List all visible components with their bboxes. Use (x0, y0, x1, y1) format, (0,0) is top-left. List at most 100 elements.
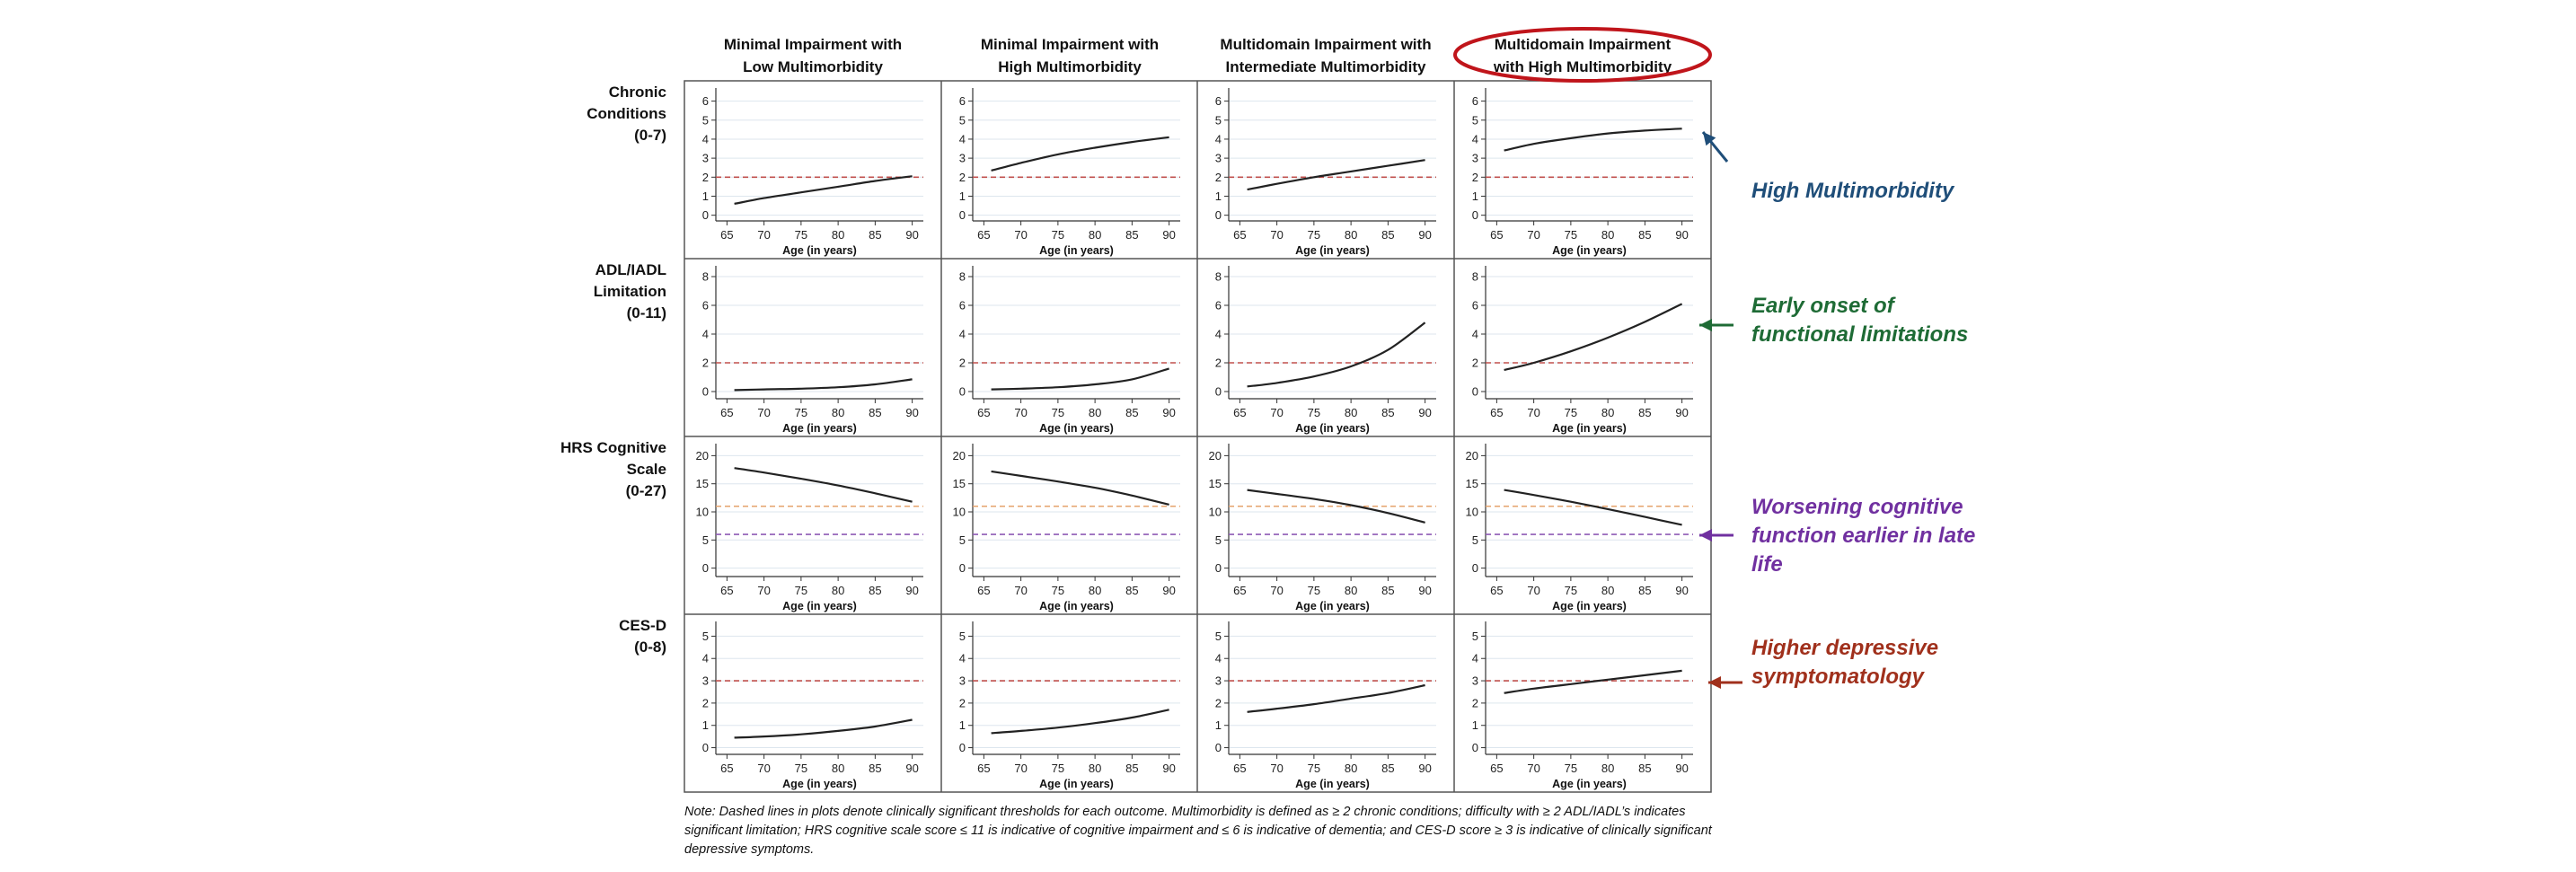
x-tick-label: 70 (1270, 228, 1283, 242)
y-tick-label: 5 (1215, 533, 1222, 547)
x-tick-label: 90 (1418, 228, 1431, 242)
x-tick-label: 65 (977, 584, 990, 597)
highlight-ellipse (1453, 27, 1712, 83)
x-tick-label: 85 (1381, 406, 1394, 419)
x-tick-label: 85 (869, 762, 881, 775)
x-tick-label: 75 (795, 228, 807, 242)
x-tick-label: 70 (1527, 228, 1539, 242)
x-tick-label: 80 (832, 762, 844, 775)
x-tick-label: 70 (1527, 762, 1539, 775)
y-tick-label: 8 (1215, 270, 1222, 284)
series-line (1247, 159, 1425, 191)
x-tick-label: 75 (1308, 406, 1320, 419)
y-tick-label: 6 (1215, 299, 1222, 313)
y-tick-label: 1 (1215, 189, 1222, 203)
x-tick-label: 70 (1527, 584, 1539, 597)
x-tick-label: 75 (795, 584, 807, 597)
y-tick-label: 0 (1472, 561, 1478, 575)
series-line (1247, 321, 1426, 388)
series-line (734, 467, 913, 503)
x-tick-label: 75 (1052, 228, 1064, 242)
x-tick-label: 80 (1089, 406, 1101, 419)
x-tick-label: 80 (1601, 228, 1614, 242)
annotation-arrowhead (1708, 676, 1721, 689)
y-tick-label: 1 (959, 189, 966, 203)
annotation-text: functional limitations (1751, 322, 1968, 347)
y-tick-label: 0 (1215, 741, 1222, 754)
x-tick-label: 90 (1162, 406, 1175, 419)
y-tick-label: 0 (702, 208, 709, 222)
y-tick-label: 0 (959, 208, 966, 222)
series-line (991, 470, 1169, 506)
y-tick-label: 15 (1209, 477, 1222, 490)
annotation-text: High Multimorbidity (1751, 179, 1955, 203)
x-tick-label: 65 (1490, 584, 1503, 597)
annotation-text: life (1751, 552, 1783, 577)
row-label: (0-27) (626, 482, 666, 499)
y-tick-label: 1 (1472, 718, 1478, 732)
x-tick-label: 85 (1125, 406, 1138, 419)
x-tick-label: 90 (1418, 406, 1431, 419)
y-tick-label: 6 (959, 94, 966, 108)
row-label: Conditions (587, 105, 666, 122)
y-tick-label: 15 (953, 477, 966, 490)
x-axis-label: Age (in years) (1552, 244, 1627, 257)
x-tick-label: 65 (977, 762, 990, 775)
x-tick-label: 90 (1418, 584, 1431, 597)
x-tick-label: 75 (1308, 762, 1320, 775)
x-tick-label: 65 (720, 584, 733, 597)
y-tick-label: 2 (1472, 357, 1478, 370)
y-tick-label: 4 (1472, 132, 1478, 145)
x-tick-label: 85 (1638, 406, 1651, 419)
series-line (734, 175, 913, 205)
y-tick-label: 6 (1215, 94, 1222, 108)
y-tick-label: 5 (702, 533, 709, 547)
y-tick-label: 20 (696, 449, 709, 462)
x-tick-label: 90 (905, 406, 918, 419)
y-tick-label: 0 (1215, 561, 1222, 575)
series-line (1504, 489, 1682, 526)
y-tick-label: 15 (696, 477, 709, 490)
y-tick-label: 5 (1215, 630, 1222, 643)
y-tick-label: 3 (702, 152, 709, 165)
x-tick-label: 85 (1638, 762, 1651, 775)
x-tick-label: 70 (1014, 584, 1027, 597)
annotation-arrowhead (1699, 319, 1712, 331)
x-axis-label: Age (in years) (1552, 422, 1627, 435)
x-axis-label: Age (in years) (1295, 600, 1370, 612)
x-tick-label: 70 (1527, 406, 1539, 419)
y-tick-label: 6 (1472, 94, 1478, 108)
y-tick-label: 1 (1472, 189, 1478, 203)
x-tick-label: 70 (1014, 762, 1027, 775)
y-tick-label: 5 (1215, 113, 1222, 127)
x-tick-label: 65 (1233, 584, 1246, 597)
y-tick-label: 4 (959, 328, 966, 341)
y-tick-label: 0 (959, 385, 966, 399)
series-line (1504, 669, 1682, 694)
y-tick-label: 4 (1472, 328, 1478, 341)
x-tick-label: 70 (757, 584, 770, 597)
x-tick-label: 80 (1601, 762, 1614, 775)
y-tick-label: 6 (1472, 299, 1478, 313)
y-tick-label: 3 (1215, 674, 1222, 688)
x-tick-label: 85 (1638, 584, 1651, 597)
x-tick-label: 75 (1052, 584, 1064, 597)
x-axis-label: Age (in years) (1039, 244, 1114, 257)
x-axis-label: Age (in years) (782, 422, 857, 435)
annotation-text: symptomatology (1751, 665, 1926, 689)
x-tick-label: 85 (1381, 762, 1394, 775)
x-tick-label: 75 (1308, 228, 1320, 242)
row-label: HRS Cognitive (560, 439, 666, 456)
y-tick-label: 0 (702, 741, 709, 754)
series-line (1247, 683, 1425, 713)
y-tick-label: 10 (696, 506, 709, 519)
y-tick-label: 1 (1215, 718, 1222, 732)
y-tick-label: 1 (959, 718, 966, 732)
y-tick-label: 3 (702, 674, 709, 688)
row-label: Chronic (609, 84, 666, 101)
row-label: (0-7) (634, 127, 666, 144)
x-tick-label: 80 (1345, 584, 1357, 597)
x-tick-label: 70 (757, 406, 770, 419)
series-line (991, 709, 1169, 735)
